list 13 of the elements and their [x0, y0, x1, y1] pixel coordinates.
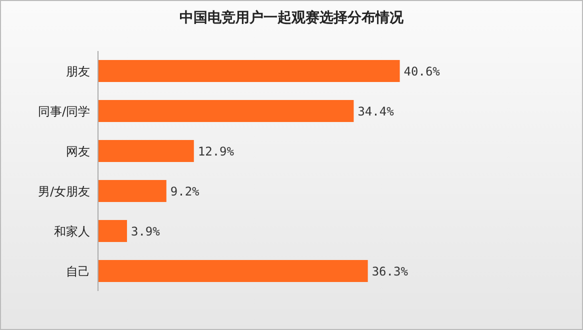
- data-label: 36.3%: [372, 264, 409, 278]
- data-label: 40.6%: [404, 64, 441, 78]
- data-label: 3.9%: [130, 224, 161, 238]
- y-tick-label: 同事/同学: [38, 104, 90, 118]
- data-label: 34.4%: [358, 104, 395, 118]
- data-label: 9.2%: [170, 184, 200, 198]
- y-tick-label: 网友: [66, 144, 90, 158]
- y-tick-label: 朋友: [66, 64, 90, 78]
- data-label: 12.9%: [198, 144, 235, 158]
- y-tick-label: 自己: [66, 264, 90, 278]
- chart-title: 中国电竞用户一起观赛选择分布情况: [178, 9, 404, 27]
- y-tick-label: 男/女朋友: [38, 184, 90, 198]
- y-tick-label: 和家人: [54, 224, 90, 238]
